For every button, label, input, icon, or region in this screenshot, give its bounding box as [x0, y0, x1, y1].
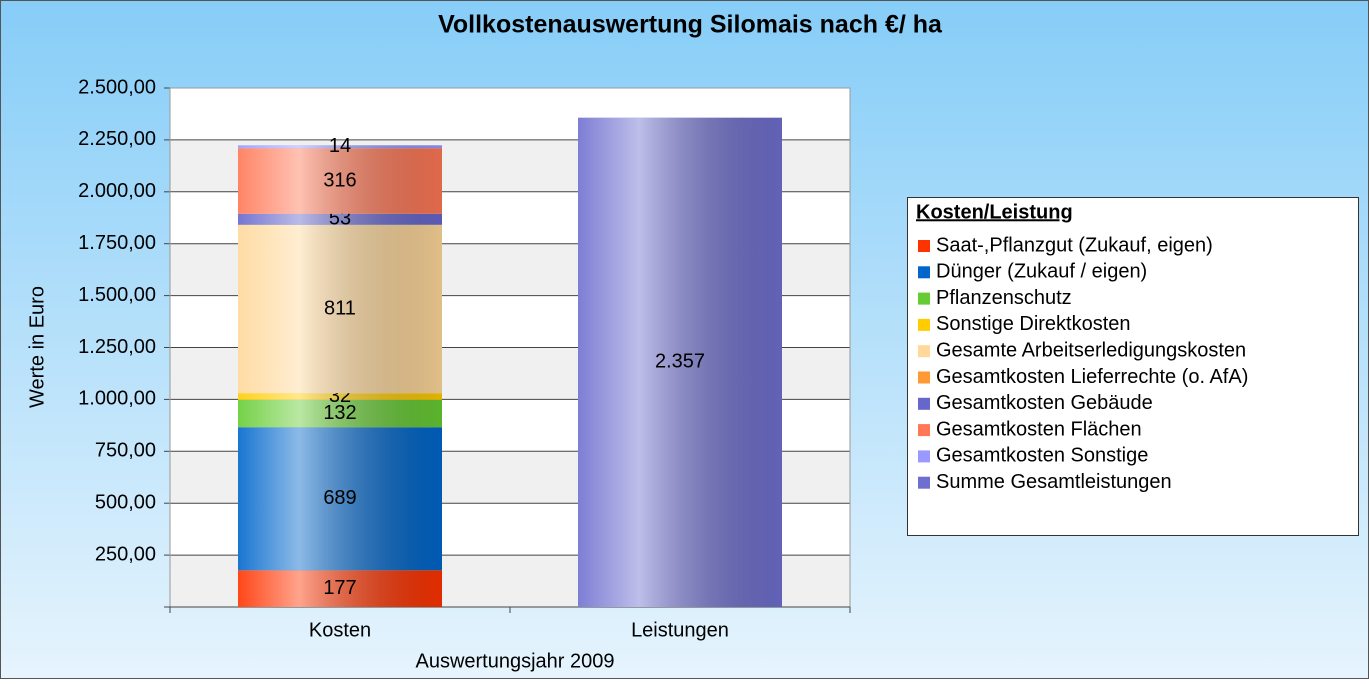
legend-swatch — [918, 266, 930, 279]
x-tick-label: Leistungen — [631, 619, 729, 641]
legend-title: Kosten/Leistung — [916, 201, 1073, 223]
y-tick-label: 1.750,00 — [78, 232, 156, 254]
data-label: 14 — [329, 135, 351, 157]
y-tick-label: 750,00 — [95, 440, 156, 462]
legend-swatch — [918, 450, 930, 463]
legend-swatch — [918, 371, 930, 384]
legend-swatch — [918, 397, 930, 410]
x-tick-label: Kosten — [309, 619, 371, 641]
chart-title: Vollkostenauswertung Silomais nach €/ ha — [438, 11, 943, 39]
bar-shine — [238, 393, 442, 400]
y-tick-label: 1.500,00 — [78, 284, 156, 306]
data-label: 316 — [323, 169, 356, 191]
bar-shine — [238, 213, 442, 225]
legend-label: Gesamte Arbeitserledigungskosten — [936, 339, 1246, 361]
legend-swatch — [918, 292, 930, 305]
data-label: 177 — [323, 577, 356, 599]
bar-shine — [238, 145, 442, 149]
y-tick-label: 2.000,00 — [78, 180, 156, 202]
legend-label: Gesamtkosten Sonstige — [936, 445, 1148, 467]
bar-shine — [238, 148, 442, 214]
y-tick-label: 2.500,00 — [78, 76, 156, 98]
data-label: 132 — [323, 402, 356, 424]
y-tick-label: 1.250,00 — [78, 336, 156, 358]
legend-swatch — [918, 476, 930, 489]
legend-box — [907, 197, 1359, 536]
legend-label: Pflanzenschutz — [936, 287, 1072, 309]
legend-label: Sonstige Direktkosten — [936, 313, 1131, 335]
y-tick-label: 250,00 — [95, 543, 156, 565]
legend-label: Saat-,Pflanzgut (Zukauf, eigen) — [936, 234, 1213, 256]
legend-label: Gesamtkosten Lieferrechte (o. AfA) — [936, 366, 1248, 388]
bar-shine — [238, 224, 442, 394]
x-axis-label: Auswertungsjahr 2009 — [415, 650, 614, 672]
legend-label: Gesamtkosten Gebäude — [936, 392, 1153, 414]
bar-shine — [238, 570, 442, 607]
legend-label: Dünger (Zukauf / eigen) — [936, 261, 1147, 283]
bar-shine — [578, 117, 782, 607]
y-tick-label: 1.000,00 — [78, 388, 156, 410]
y-tick-label: 2.250,00 — [78, 128, 156, 150]
legend-swatch — [918, 345, 930, 358]
data-label: 689 — [323, 487, 356, 509]
legend-swatch — [918, 424, 930, 437]
data-label: 2.357 — [655, 351, 705, 373]
y-axis-label: Werte in Euro — [26, 286, 48, 408]
bar-shine — [238, 427, 442, 571]
bar-shine — [238, 399, 442, 428]
legend-swatch — [918, 240, 930, 252]
legend-label: Gesamtkosten Flächen — [936, 418, 1142, 440]
data-label: 811 — [324, 297, 356, 319]
y-tick-label: 500,00 — [95, 491, 156, 513]
legend-swatch — [918, 318, 930, 331]
legend-label: Summe Gesamtleistungen — [936, 471, 1172, 493]
